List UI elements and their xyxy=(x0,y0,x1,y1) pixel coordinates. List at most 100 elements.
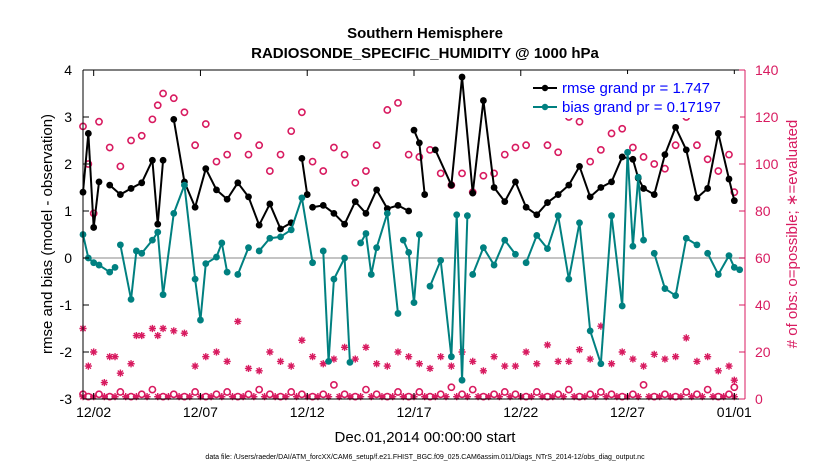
rmse-segment xyxy=(685,149,698,199)
y-tick-label-left: -2 xyxy=(60,344,73,360)
y-tick-label-left: 1 xyxy=(64,203,72,219)
obs-possible-point xyxy=(362,385,370,394)
bias-point xyxy=(544,245,551,253)
obs-evaluated-point xyxy=(522,348,530,356)
rmse-point xyxy=(298,154,306,162)
rmse-point xyxy=(213,186,220,194)
obs-evaluated-point xyxy=(469,357,477,365)
bias-point xyxy=(405,248,413,256)
bias-segment xyxy=(717,255,730,275)
obs-evaluated-point xyxy=(501,362,509,370)
obs-possible-point xyxy=(255,385,264,394)
y-tick-label-left: 2 xyxy=(64,156,72,172)
obs-possible-point xyxy=(153,101,162,110)
bias-point xyxy=(357,239,365,247)
rmse-point xyxy=(682,146,690,154)
bias-point xyxy=(730,264,738,271)
obs-possible-point xyxy=(730,383,739,392)
rmse-point xyxy=(223,195,231,203)
obs-possible-point xyxy=(180,108,189,117)
bias-segment xyxy=(220,242,229,273)
bias-point xyxy=(106,268,114,276)
obs-evaluated-point xyxy=(661,355,669,363)
obs-evaluated-point xyxy=(399,393,407,401)
obs-evaluated-point xyxy=(714,367,722,375)
obs-evaluated-point xyxy=(490,353,498,361)
obs-possible-point xyxy=(596,145,605,154)
rmse-point xyxy=(469,189,477,197)
obs-evaluated-point xyxy=(100,378,108,387)
rmse-point xyxy=(512,178,519,186)
obs-evaluated-point xyxy=(704,353,712,361)
obs-possible-point xyxy=(330,380,338,389)
bias-point xyxy=(629,242,637,250)
data-file-footnote: data file: /Users/raeder/DAI/ATM_forcXX/… xyxy=(205,454,645,461)
rmse-point xyxy=(714,130,722,137)
obs-possible-point xyxy=(596,388,605,396)
rmse-segment xyxy=(172,119,186,183)
bias-segment xyxy=(631,177,640,247)
rmse-point xyxy=(730,197,738,205)
y-tick-label-right: 100 xyxy=(755,156,779,172)
bias-point xyxy=(159,291,167,299)
obs-possible-point xyxy=(639,153,648,161)
y-tick-label-right: 140 xyxy=(755,62,779,78)
rmse-segment xyxy=(461,76,474,194)
legend-bias-label: bias grand pr = 0.17197 xyxy=(562,99,721,116)
obs-possible-point xyxy=(458,169,466,178)
obs-evaluated-point xyxy=(682,334,690,342)
obs-evaluated-point xyxy=(330,355,338,363)
bias-point xyxy=(714,271,722,278)
rmse-segment xyxy=(151,160,159,225)
rmse-segment xyxy=(567,165,581,186)
rmse-segment xyxy=(194,168,207,208)
y-tick-label-right: 20 xyxy=(755,344,771,360)
obs-evaluated-point xyxy=(442,393,450,401)
rmse-segment xyxy=(471,100,485,194)
obs-evaluated-point xyxy=(335,393,343,401)
bias-segment xyxy=(300,197,314,263)
obs-evaluated-point xyxy=(543,341,552,349)
x-tick-label: 12/27 xyxy=(610,404,645,420)
obs-possible-point xyxy=(490,169,498,178)
obs-evaluated-point xyxy=(132,331,140,340)
bias-point xyxy=(410,299,418,307)
obs-possible-point xyxy=(500,388,509,396)
rmse-segment xyxy=(365,189,378,214)
rmse-point xyxy=(341,220,348,228)
y-tick-label-left: -3 xyxy=(60,391,73,407)
bias-segment xyxy=(626,152,634,247)
obs-possible-point xyxy=(105,143,114,152)
bias-series xyxy=(79,148,744,384)
rmse-point xyxy=(618,153,626,161)
obs-evaluated-point xyxy=(527,393,536,401)
bias-point xyxy=(373,244,381,252)
obs-possible-point xyxy=(191,388,200,396)
x-tick-label: 12/17 xyxy=(396,404,431,420)
bias-segment xyxy=(82,234,90,259)
bias-point xyxy=(512,250,519,258)
bias-point xyxy=(154,228,162,236)
obs-possible-point xyxy=(362,167,370,175)
x-tick-label: 12/22 xyxy=(503,404,538,420)
rmse-point xyxy=(693,194,701,202)
obs-possible-point xyxy=(372,141,381,150)
obs-evaluated-point xyxy=(602,393,610,401)
rmse-segment xyxy=(503,181,517,203)
obs-evaluated-point xyxy=(730,376,738,384)
rmse-point xyxy=(672,123,679,131)
bias-point xyxy=(624,148,631,156)
obs-evaluated-point xyxy=(586,355,594,363)
bias-point xyxy=(367,271,375,278)
bias-point xyxy=(415,231,423,238)
rmse-segment xyxy=(92,181,101,228)
rmse-point xyxy=(266,200,274,208)
obs-evaluated-point xyxy=(698,393,706,401)
bias-point xyxy=(704,249,712,257)
obs-possible-point xyxy=(543,141,552,150)
bias-point xyxy=(90,259,98,267)
obs-evaluated-point xyxy=(228,393,237,401)
legend: rmse grand pr = 1.747 bias grand pr = 0.… xyxy=(530,74,740,118)
bias-point xyxy=(95,261,103,269)
rmse-point xyxy=(501,198,509,206)
